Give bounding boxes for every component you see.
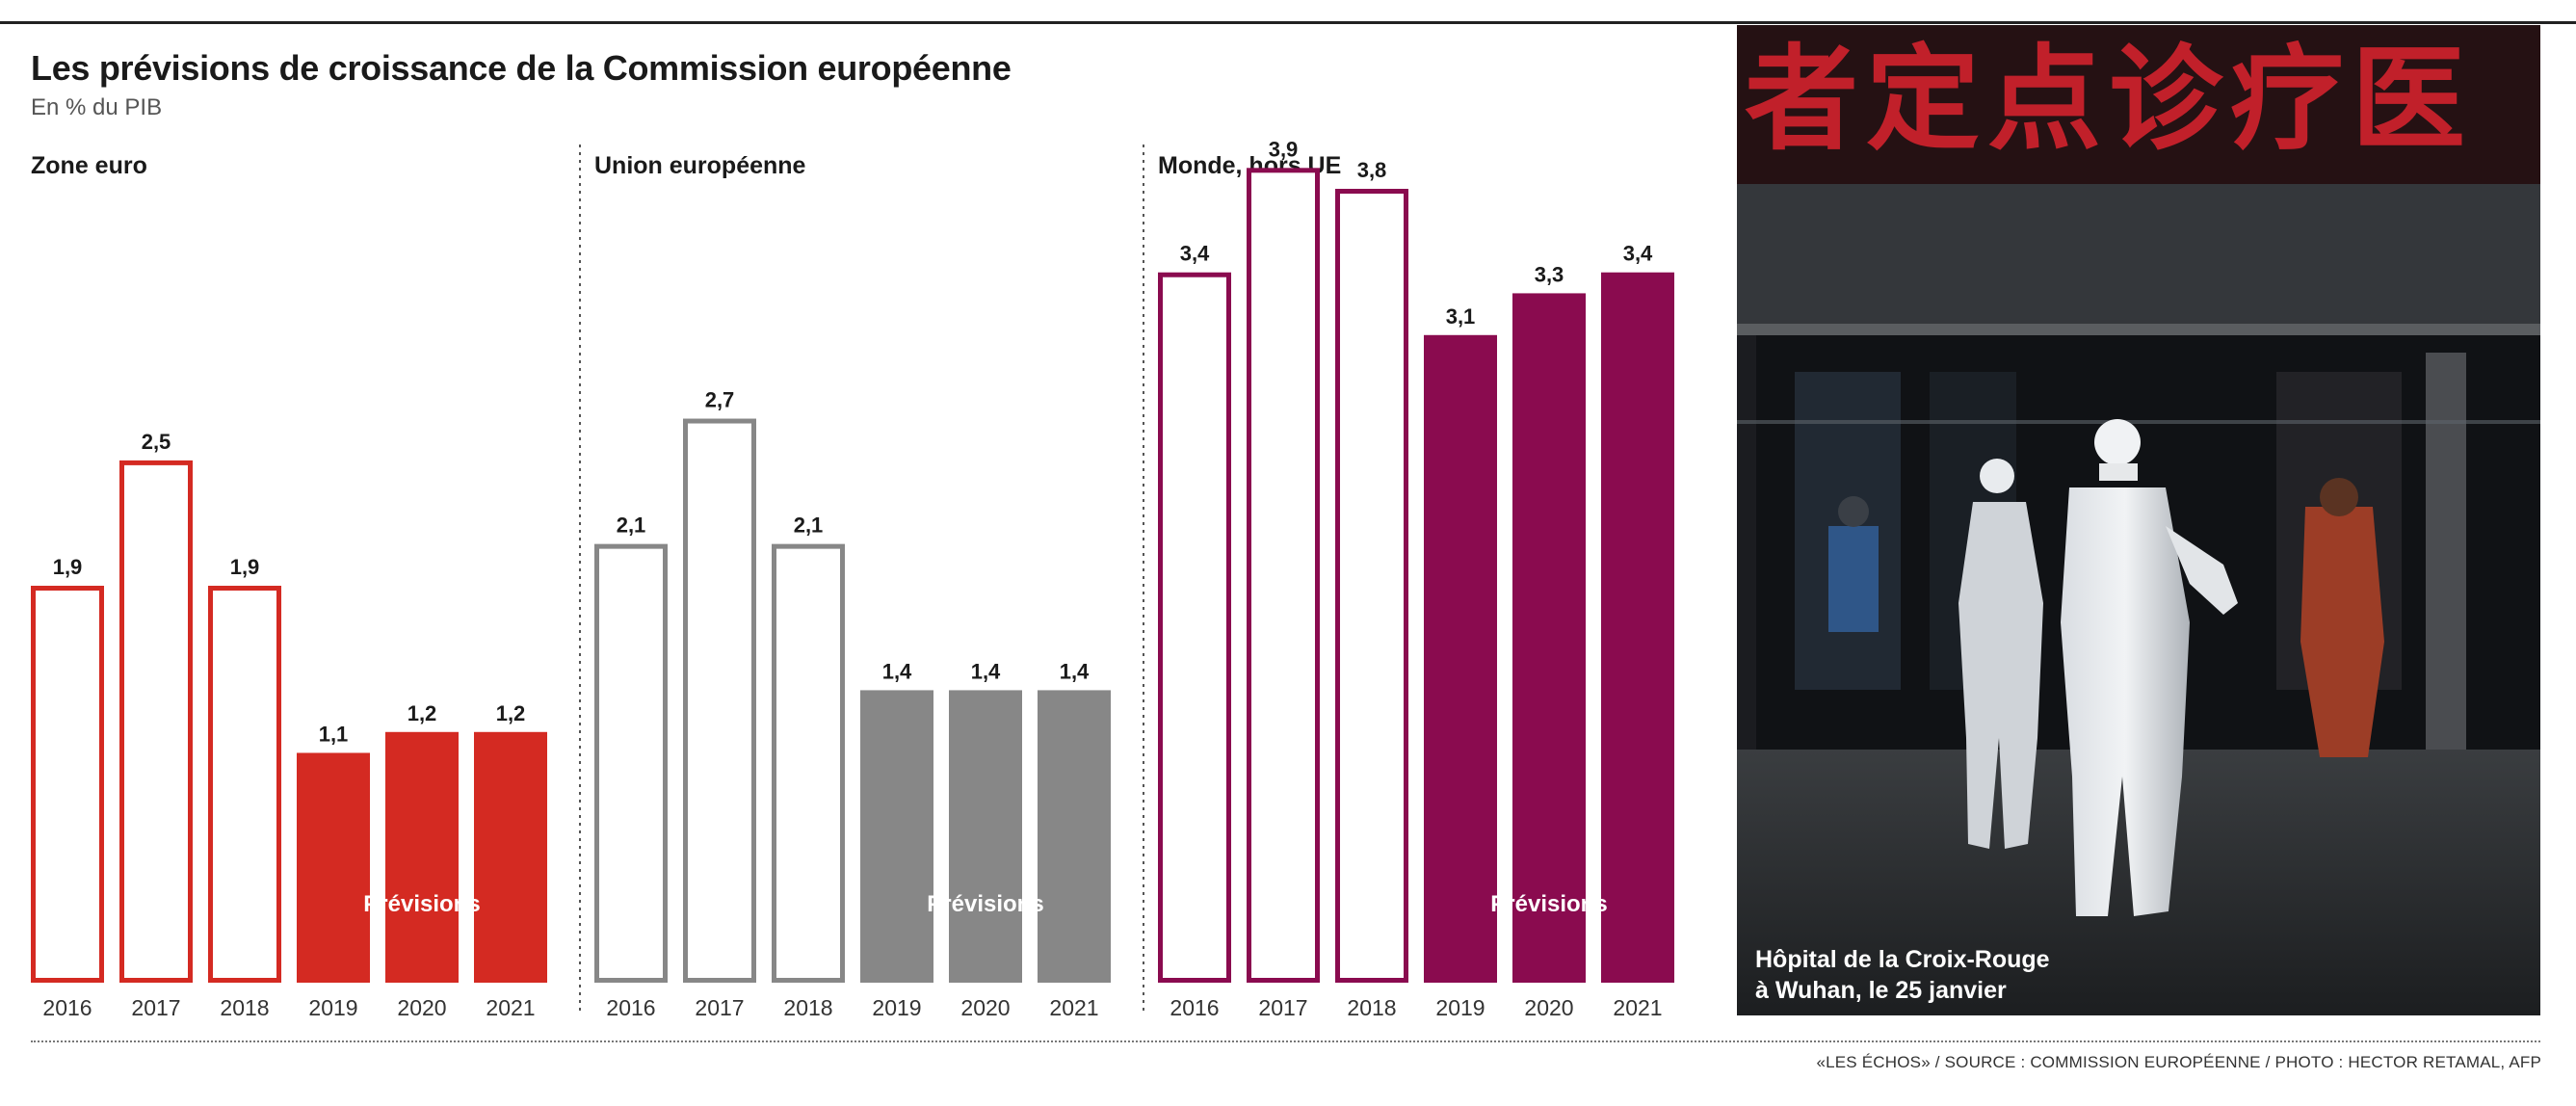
bar-zone-euro-2017: [119, 460, 193, 984]
data-label-monde-hors-ue-2019: 3,1: [1446, 304, 1476, 329]
bar-union-europeenne-2019: [860, 690, 933, 983]
tick-label-monde-hors-ue-2021: 2021: [1613, 995, 1662, 1020]
bar-union-europeenne-2018: [772, 543, 845, 983]
bar-monde-hors-ue-2019: [1424, 334, 1497, 984]
data-label-zone-euro-2019: 1,1: [319, 722, 349, 746]
tick-label-zone-euro-2020: 2020: [397, 995, 446, 1020]
photo-caption-line-1: Hôpital de la Croix-Rouge: [1755, 946, 2050, 973]
bar-monde-hors-ue-2020: [1512, 293, 1586, 984]
data-label-union-europeenne-2018: 2,1: [794, 514, 824, 538]
tick-label-monde-hors-ue-2017: 2017: [1258, 995, 1307, 1020]
tick-label-monde-hors-ue-2020: 2020: [1524, 995, 1573, 1020]
photo: 者定点诊疗医: [1737, 25, 2540, 1015]
forecast-label-zone-euro: Prévisions: [363, 891, 480, 917]
tick-label-union-europeenne-2021: 2021: [1049, 995, 1098, 1020]
bar-monde-hors-ue-2016: [1158, 272, 1231, 984]
data-label-monde-hors-ue-2018: 3,8: [1357, 158, 1387, 182]
chart-subtitle: En % du PIB: [31, 94, 163, 120]
footer-divider: [31, 1040, 2540, 1042]
chart-title: Les prévisions de croissance de la Commi…: [31, 48, 1012, 88]
tick-label-union-europeenne-2020: 2020: [960, 995, 1010, 1020]
tick-label-monde-hors-ue-2018: 2018: [1347, 995, 1396, 1020]
bar-union-europeenne-2021: [1038, 690, 1111, 983]
credits: «LES ÉCHOS» / SOURCE : COMMISSION EUROPÉ…: [1816, 1053, 2541, 1071]
tick-label-monde-hors-ue-2016: 2016: [1170, 995, 1219, 1020]
bar-union-europeenne-2020: [949, 690, 1022, 983]
data-label-zone-euro-2021: 1,2: [496, 701, 526, 725]
tick-label-zone-euro-2021: 2021: [486, 995, 535, 1020]
forecast-label-union-europeenne: Prévisions: [927, 891, 1043, 917]
bar-zone-euro-2021: [474, 731, 547, 983]
charts-area: Zone euro 1,9 2016 2,5 2017 1,9 2018 1,1 2019 1,2…: [31, 137, 1674, 1020]
bar-monde-hors-ue-2018: [1335, 189, 1408, 983]
bar-zone-euro-2020: [385, 731, 459, 983]
data-label-union-europeenne-2020: 1,4: [971, 659, 1001, 683]
tick-label-zone-euro-2016: 2016: [42, 995, 92, 1020]
tick-label-zone-euro-2018: 2018: [220, 995, 269, 1020]
bar-union-europeenne-2017: [683, 418, 756, 983]
tick-label-zone-euro-2017: 2017: [131, 995, 180, 1020]
tick-label-union-europeenne-2016: 2016: [606, 995, 655, 1020]
bar-zone-euro-2016: [31, 586, 104, 983]
tick-label-union-europeenne-2019: 2019: [872, 995, 921, 1020]
panel-title-union-europeenne: Union européenne: [594, 152, 806, 179]
data-label-union-europeenne-2016: 2,1: [617, 514, 646, 538]
panel-title-zone-euro: Zone euro: [31, 152, 147, 179]
data-label-union-europeenne-2021: 1,4: [1060, 659, 1090, 683]
photo-illustration: 者定点诊疗医: [1737, 25, 2540, 1015]
data-label-zone-euro-2017: 2,5: [142, 430, 171, 454]
data-label-monde-hors-ue-2017: 3,9: [1269, 137, 1299, 161]
forecast-label-monde-hors-ue: Prévisions: [1490, 891, 1607, 917]
tick-label-union-europeenne-2017: 2017: [695, 995, 744, 1020]
data-label-zone-euro-2016: 1,9: [53, 555, 83, 579]
data-label-union-europeenne-2019: 1,4: [882, 659, 912, 683]
photo-caption: Hôpital de la Croix-Rouge à Wuhan, le 25…: [1755, 944, 2050, 1006]
bar-zone-euro-2018: [208, 586, 281, 983]
photo-sign-text: 者定点诊疗医: [1745, 33, 2473, 166]
tick-label-zone-euro-2019: 2019: [308, 995, 357, 1020]
tick-label-monde-hors-ue-2019: 2019: [1435, 995, 1485, 1020]
bar-union-europeenne-2016: [594, 543, 668, 983]
bar-monde-hors-ue-2017: [1247, 168, 1320, 983]
data-label-union-europeenne-2017: 2,7: [705, 388, 735, 412]
data-label-monde-hors-ue-2016: 3,4: [1180, 242, 1210, 266]
data-label-zone-euro-2018: 1,9: [230, 555, 260, 579]
bar-zone-euro-2019: [297, 752, 370, 983]
data-label-zone-euro-2020: 1,2: [407, 701, 437, 725]
photo-caption-line-2: à Wuhan, le 25 janvier: [1755, 977, 2007, 1004]
top-rule: [0, 21, 2576, 24]
data-label-monde-hors-ue-2021: 3,4: [1623, 242, 1653, 266]
tick-label-union-europeenne-2018: 2018: [783, 995, 832, 1020]
data-label-monde-hors-ue-2020: 3,3: [1535, 262, 1564, 286]
bar-monde-hors-ue-2021: [1601, 272, 1674, 984]
